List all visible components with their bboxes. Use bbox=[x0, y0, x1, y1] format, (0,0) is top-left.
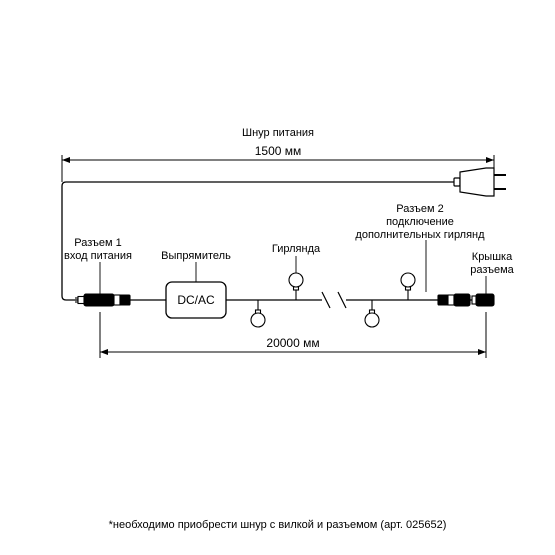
label-garland: Гирлянда bbox=[272, 243, 321, 255]
label-cap-l1: Крышка bbox=[472, 251, 513, 263]
rectifier-text: DC/AC bbox=[177, 293, 215, 307]
break-symbol bbox=[322, 292, 346, 308]
label-cap-l2: разъема bbox=[470, 264, 514, 276]
label-connector1-l2: вход питания bbox=[64, 250, 132, 262]
label-connector2-l3: дополнительных гирлянд bbox=[355, 229, 485, 241]
label-rectifier: Выпрямитель bbox=[161, 250, 231, 262]
connector-1 bbox=[75, 294, 130, 306]
diagram-svg: 1500 мм Шнур питания DC/AC bbox=[0, 0, 555, 555]
label-connector1-l1: Разъем 1 bbox=[74, 237, 122, 249]
label-connector2-l1: Разъем 2 bbox=[396, 203, 444, 215]
connector-2 bbox=[438, 294, 470, 306]
dim-bottom bbox=[100, 312, 486, 358]
diagram-canvas: 1500 мм Шнур питания DC/AC bbox=[0, 0, 555, 555]
dim-bottom-text: 20000 мм bbox=[266, 336, 319, 350]
power-plug bbox=[454, 168, 506, 196]
dim-top bbox=[62, 155, 494, 182]
label-connector2-l2: подключение bbox=[386, 216, 454, 228]
dim-top-text: 1500 мм bbox=[255, 144, 302, 158]
label-power-cord: Шнур питания bbox=[242, 127, 314, 139]
connector-cap bbox=[472, 294, 494, 306]
footnote: *необходимо приобрести шнур с вилкой и р… bbox=[0, 519, 555, 531]
